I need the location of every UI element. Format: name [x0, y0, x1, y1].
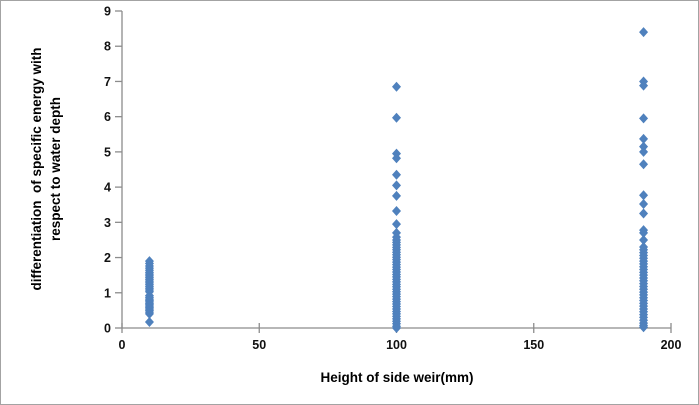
- y-tick-label: 4: [104, 181, 111, 195]
- data-point: [639, 190, 649, 201]
- data-point: [639, 27, 649, 38]
- x-tick-label: 50: [252, 338, 266, 352]
- y-tick-label: 5: [104, 145, 111, 159]
- data-point: [639, 159, 649, 170]
- data-point: [639, 322, 649, 333]
- x-tick-label: 200: [661, 338, 682, 352]
- y-tick-label: 2: [104, 251, 111, 265]
- x-tick-labels: 0 50 100 150 200: [119, 338, 682, 352]
- data-point: [392, 81, 401, 92]
- data-point: [639, 199, 649, 210]
- y-tick-label: 9: [104, 5, 111, 19]
- y-tick-label: 7: [104, 75, 111, 89]
- y-axis-title-line1: differentiation of specific energy with: [29, 47, 44, 290]
- x-axis-title: Height of side weir(mm): [320, 370, 473, 385]
- data-point: [392, 153, 401, 164]
- data-point: [144, 256, 154, 267]
- x-tick-label: 0: [119, 338, 126, 352]
- data-points: [144, 27, 649, 333]
- x-tick-label: 150: [523, 338, 544, 352]
- data-point: [392, 112, 401, 123]
- data-point: [639, 227, 649, 238]
- data-point: [639, 146, 649, 157]
- y-tick-labels: 0 1 2 3 4 5 6 7 8 9: [104, 5, 111, 336]
- data-point: [639, 113, 649, 124]
- data-point: [392, 180, 401, 191]
- data-point: [639, 80, 649, 91]
- data-point: [392, 190, 401, 201]
- data-point: [639, 141, 649, 152]
- y-tick-label: 3: [104, 216, 111, 230]
- data-point: [639, 208, 649, 219]
- data-point: [639, 234, 649, 245]
- y-tick-label: 8: [104, 40, 111, 54]
- data-point: [392, 219, 401, 230]
- data-point: [639, 133, 649, 144]
- y-tick-label: 1: [104, 286, 111, 300]
- data-point: [392, 323, 401, 333]
- y-axis-title-line2: respect to water depth: [48, 97, 63, 241]
- y-tick-label: 6: [104, 110, 111, 124]
- data-point: [144, 317, 154, 328]
- axes: [115, 10, 672, 333]
- y-tick-label: 0: [104, 322, 111, 336]
- data-point: [392, 169, 401, 180]
- data-point: [392, 206, 401, 217]
- x-tick-label: 100: [386, 338, 407, 352]
